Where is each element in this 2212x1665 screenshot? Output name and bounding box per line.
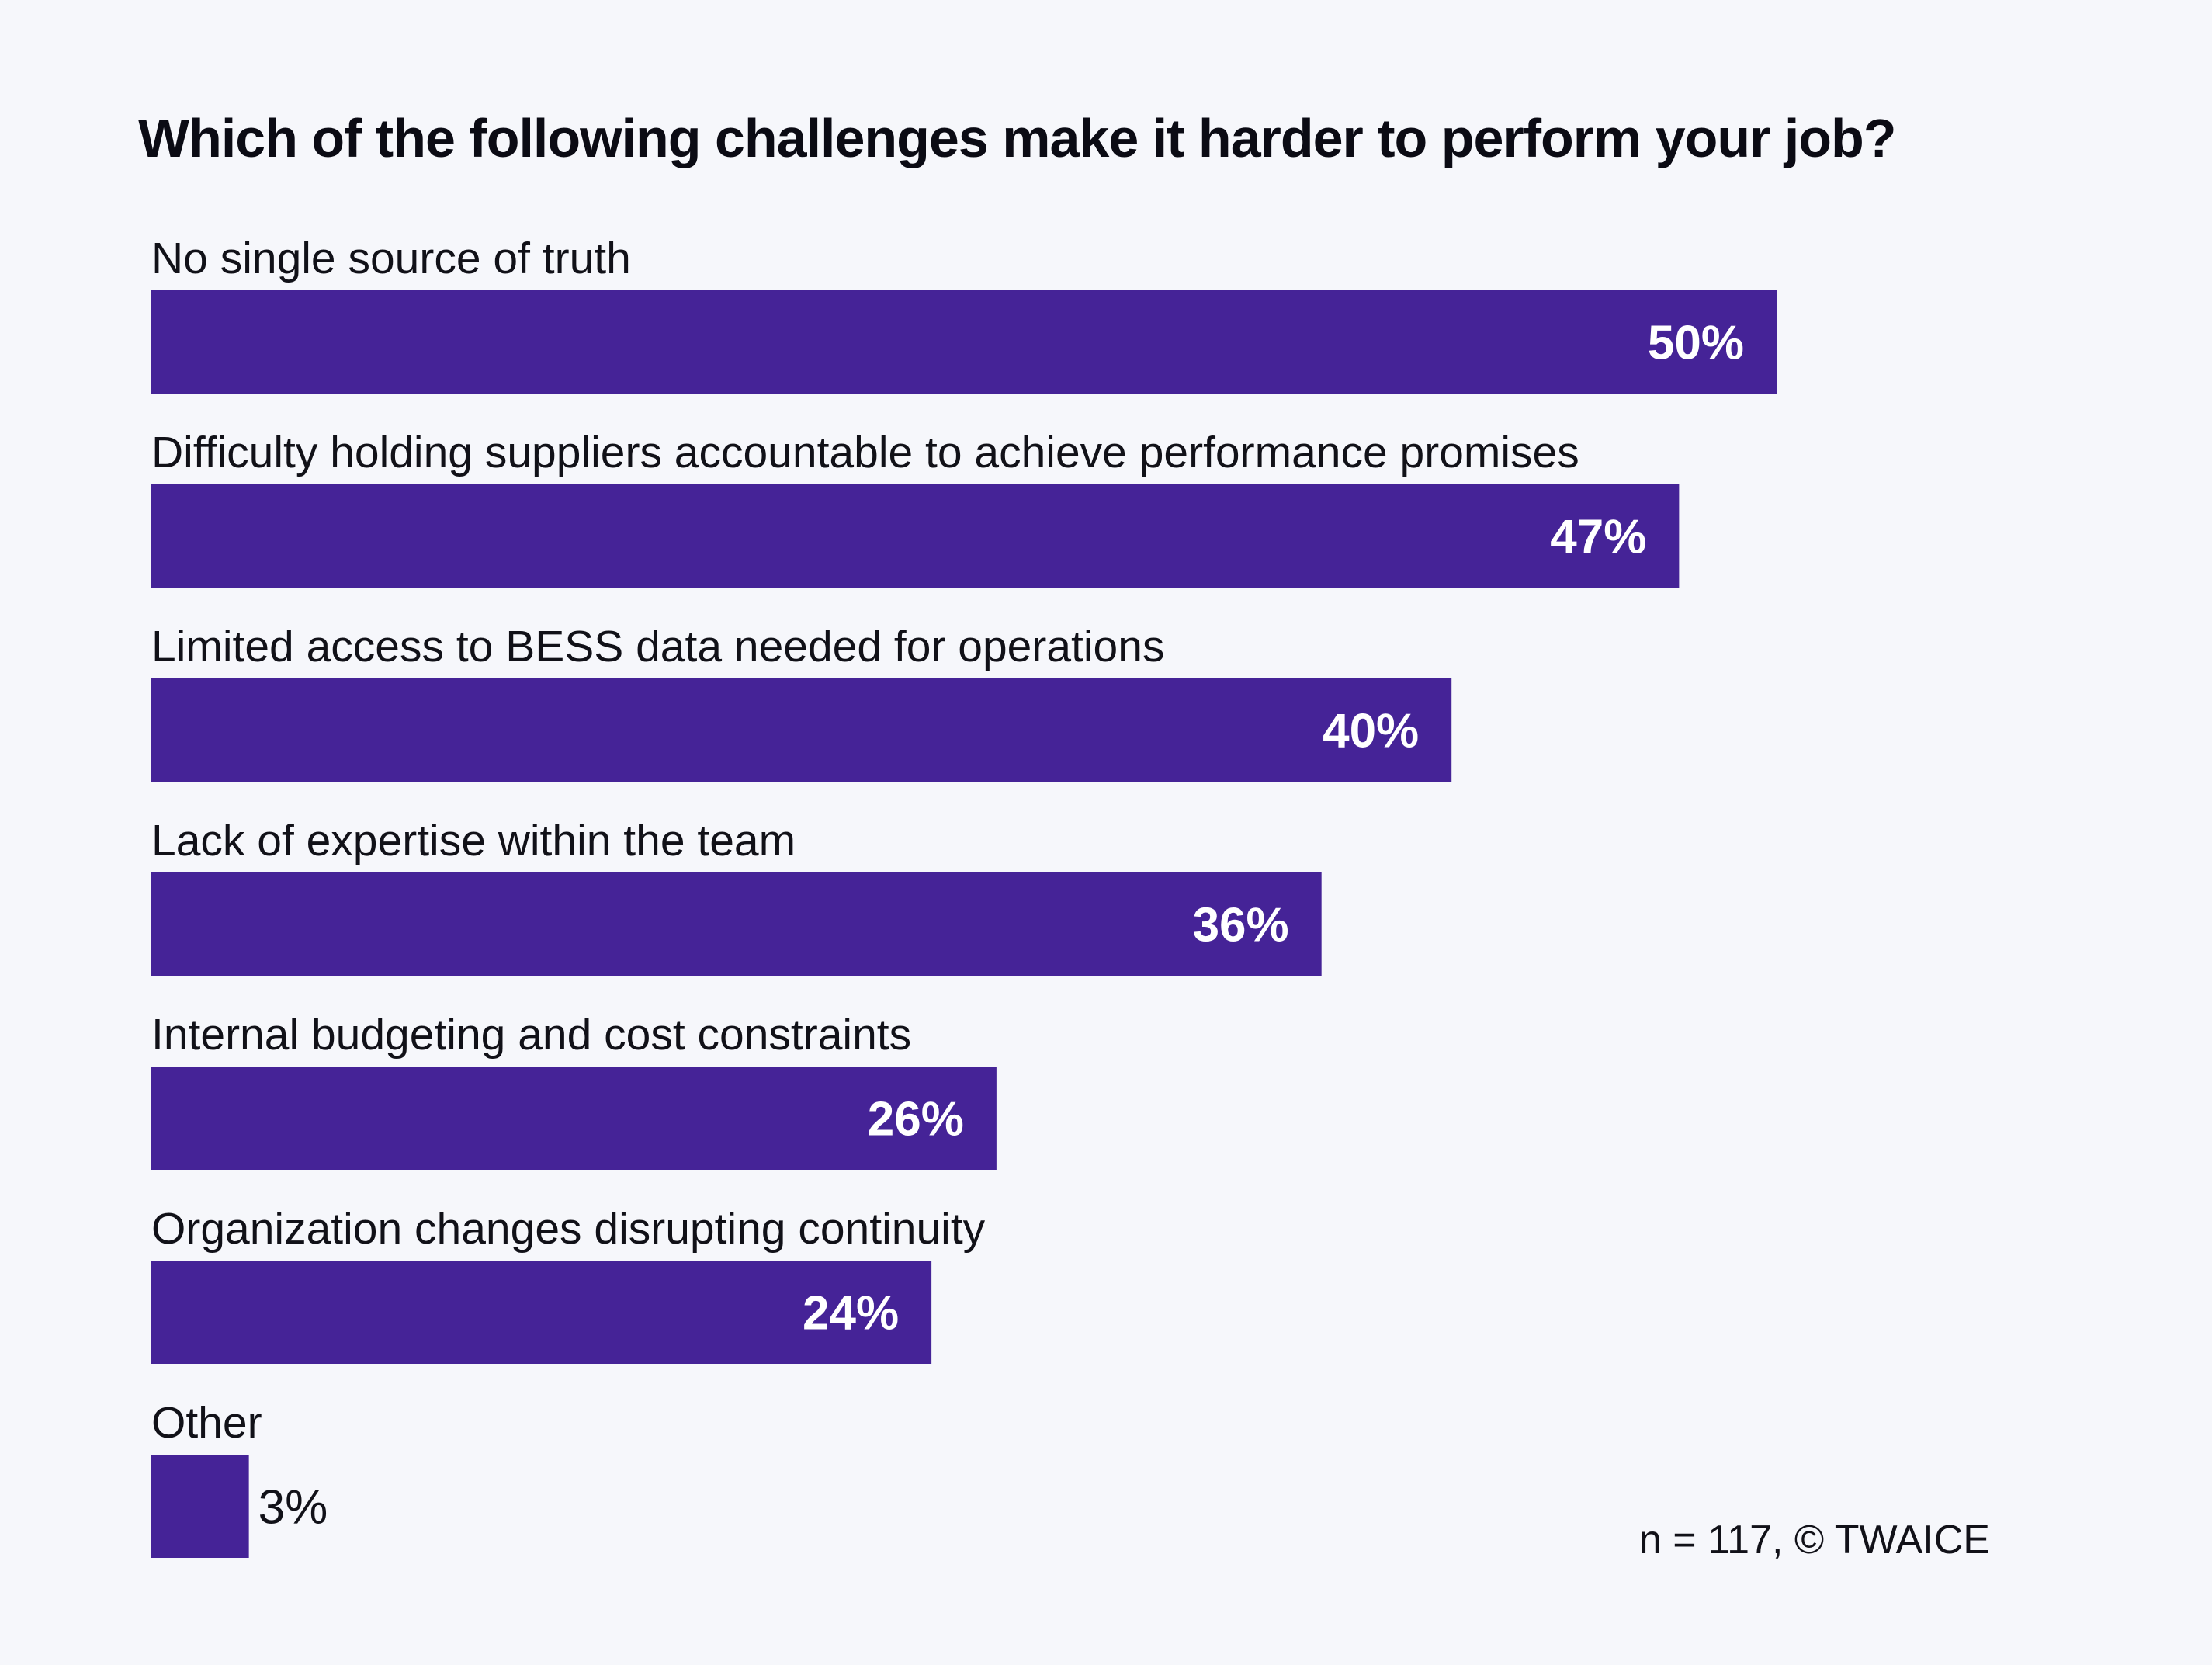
bar bbox=[151, 290, 1777, 394]
value-label: 47% bbox=[1550, 511, 1646, 564]
bar bbox=[151, 484, 1680, 588]
category-label: Limited access to BESS data needed for o… bbox=[151, 622, 1164, 671]
value-label: 36% bbox=[1193, 899, 1289, 952]
category-label: No single source of truth bbox=[151, 234, 631, 283]
category-label: Lack of expertise within the team bbox=[151, 816, 796, 865]
bar bbox=[151, 1067, 997, 1170]
bar bbox=[151, 678, 1452, 782]
category-label: Other bbox=[151, 1398, 262, 1448]
category-label: Difficulty holding suppliers accountable… bbox=[151, 428, 1579, 477]
bar bbox=[151, 872, 1322, 976]
value-label: 24% bbox=[803, 1287, 899, 1341]
bar bbox=[151, 1455, 249, 1558]
bar bbox=[151, 1261, 932, 1364]
value-label: 50% bbox=[1648, 317, 1744, 370]
value-label: 3% bbox=[258, 1481, 328, 1535]
category-label: Organization changes disrupting continui… bbox=[151, 1204, 986, 1254]
footnote: n = 117, © TWAICE bbox=[1638, 1518, 1990, 1563]
category-label: Internal budgeting and cost constraints bbox=[151, 1010, 911, 1060]
chart-title: Which of the following challenges make i… bbox=[138, 108, 1897, 168]
value-label: 40% bbox=[1323, 705, 1419, 758]
value-label: 26% bbox=[868, 1093, 964, 1146]
